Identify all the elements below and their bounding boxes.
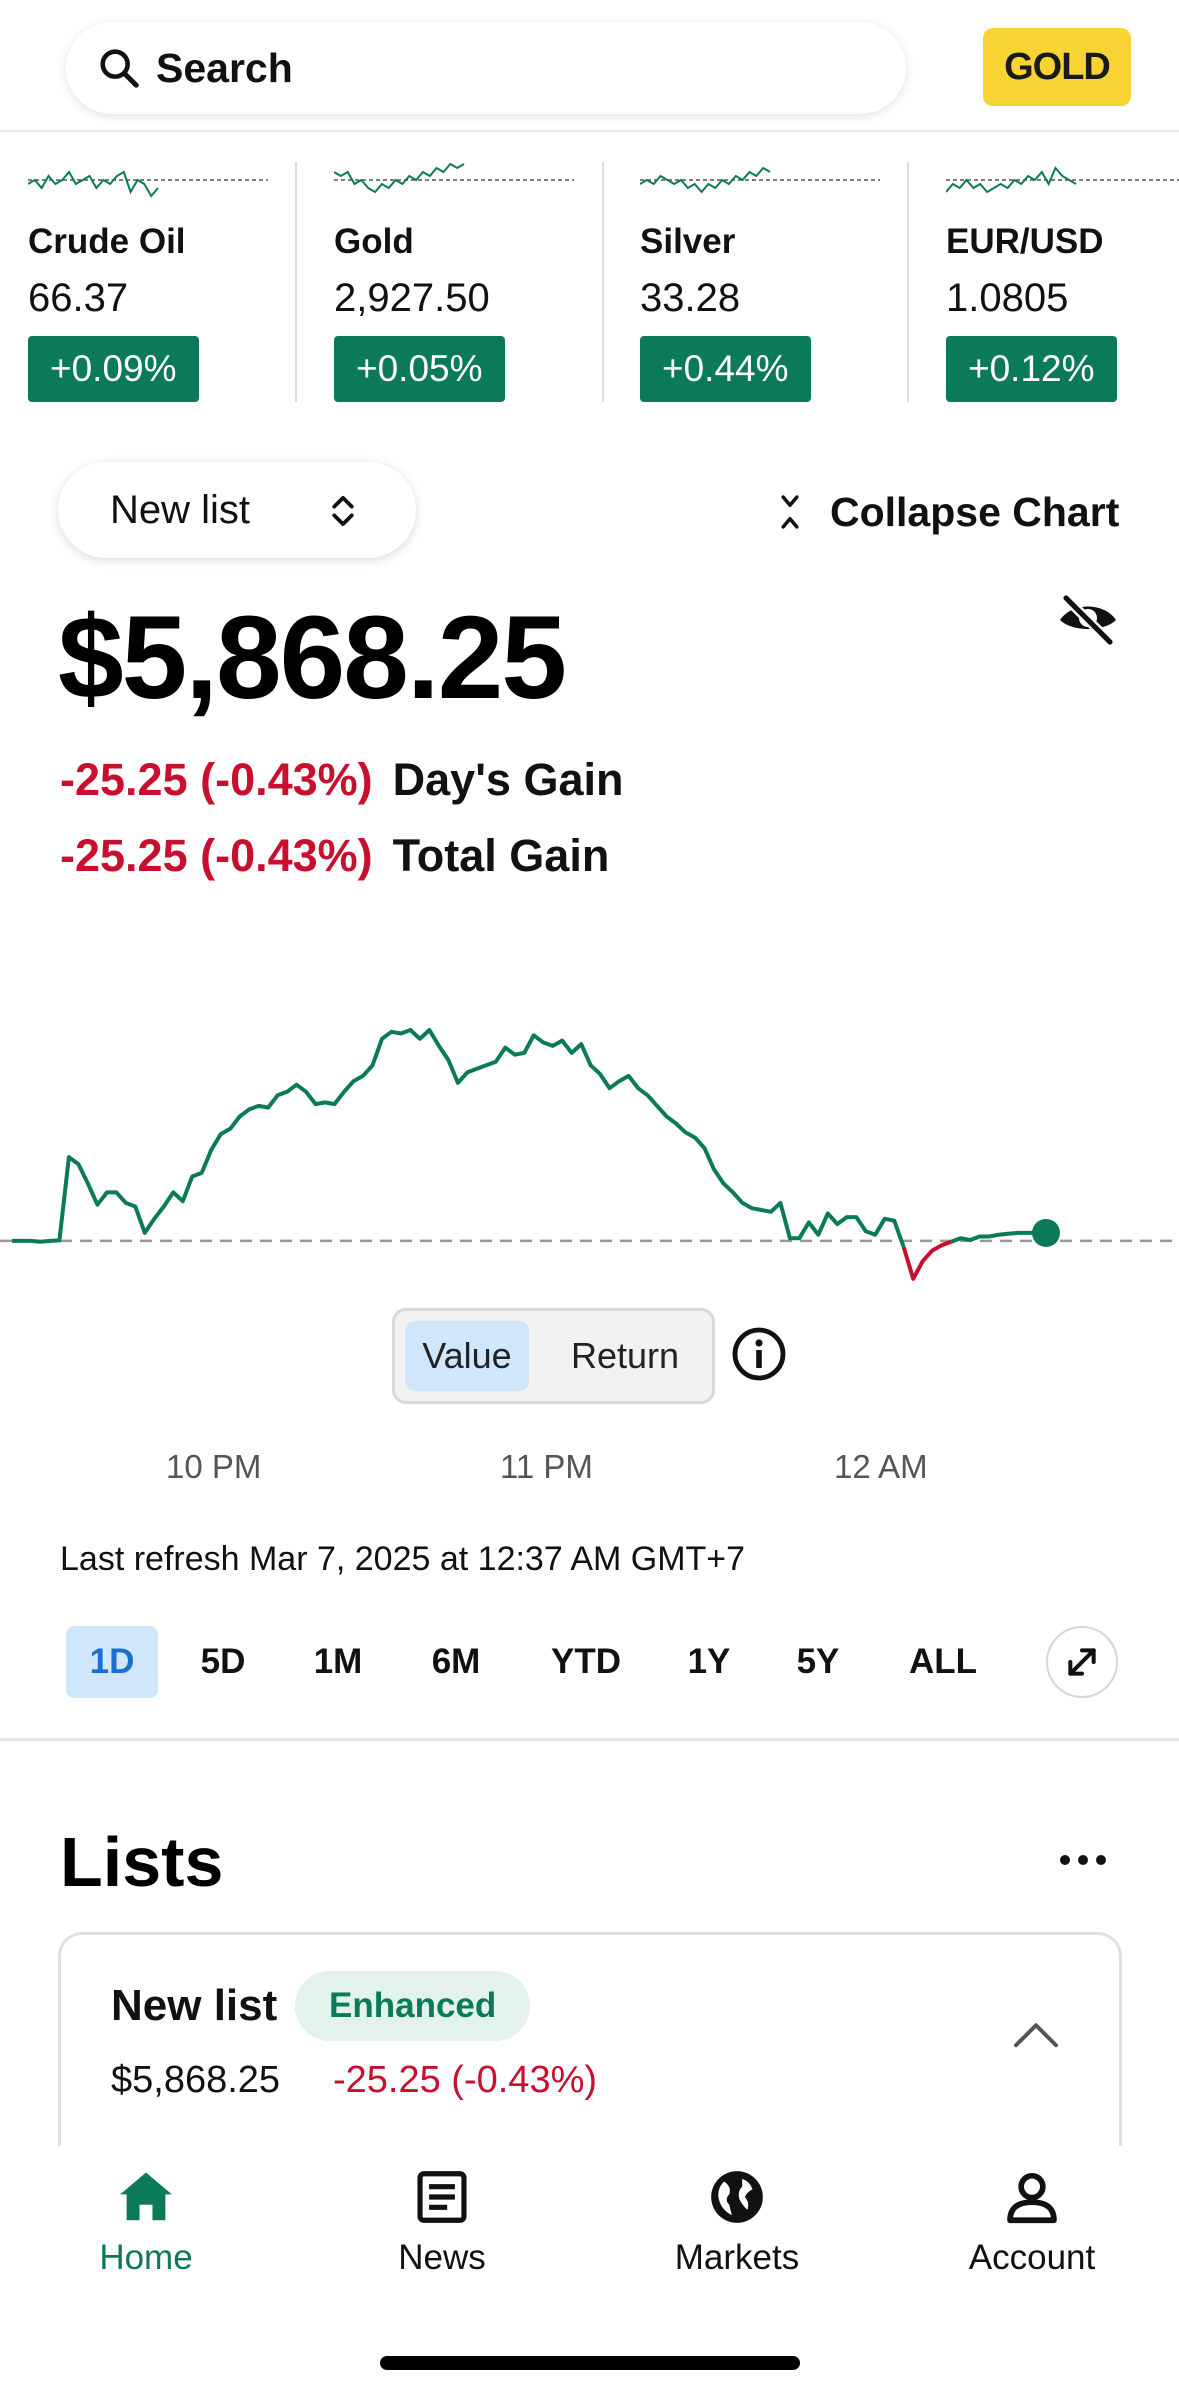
sparkline (946, 166, 1179, 194)
section-divider (0, 1738, 1179, 1741)
chart-series-segment (901, 1239, 952, 1281)
day-gain-value: -25.25 (-0.43%) (60, 754, 373, 805)
collapse-icon (781, 495, 799, 529)
nav-label: Account (968, 2238, 1096, 2277)
chart-series-segment (12, 1028, 906, 1248)
collapse-chart-button[interactable]: Collapse Chart (776, 482, 1119, 542)
total-gain-label: Total Gain (392, 830, 610, 881)
ticker-price: 33.28 (640, 276, 741, 320)
list-card-change: -25.25 (-0.43%) (333, 2059, 598, 2101)
info-icon[interactable] (731, 1326, 787, 1382)
bottom-navigation: Home News Markets Account (0, 2146, 1179, 2396)
news-icon (417, 2171, 467, 2223)
ticker-name: Silver (640, 222, 736, 261)
divider (295, 162, 297, 402)
last-refresh-text: Last refresh Mar 7, 2025 at 12:37 AM GMT… (60, 1540, 746, 1578)
list-selector-label: New list (110, 487, 251, 532)
account-icon (1007, 2172, 1057, 2224)
ticker-gold[interactable]: Gold 2,927.50 +0.05% (306, 150, 596, 410)
more-options-icon[interactable] (1058, 1850, 1108, 1870)
divider (602, 162, 604, 402)
enhanced-badge: Enhanced (295, 1971, 531, 2041)
sparkline (28, 170, 268, 198)
lists-section-title: Lists (60, 1823, 224, 1901)
expand-icon (1068, 1648, 1096, 1676)
nav-label: Markets (674, 2238, 800, 2277)
nav-account[interactable]: Account (922, 2166, 1142, 2286)
ticker-price: 66.37 (28, 276, 129, 320)
nav-news[interactable]: News (332, 2166, 552, 2286)
sparkline (640, 166, 880, 194)
range-1y[interactable]: 1Y (687, 1642, 731, 1681)
ticker-silver[interactable]: Silver 33.28 +0.44% (612, 150, 902, 410)
ticker-price: 2,927.50 (334, 276, 490, 320)
market-tickers: Crude Oil 66.37 +0.09% Gold 2,927.50 +0.… (0, 150, 1179, 410)
sparkline-series (640, 166, 771, 194)
search-label: Search (156, 44, 293, 91)
ticker-change-badge: +0.12% (946, 336, 1117, 402)
nav-label: News (398, 2238, 486, 2277)
range-5d[interactable]: 5D (200, 1642, 246, 1681)
range-1m[interactable]: 1M (313, 1642, 363, 1681)
expand-chart-button[interactable] (1046, 1626, 1118, 1698)
list-selector-button[interactable]: New list (58, 462, 416, 558)
up-down-chevron-icon (332, 495, 354, 527)
chevron-up-icon[interactable] (1011, 2017, 1061, 2051)
chart-series-segment (950, 1230, 1046, 1244)
total-gain-row: -25.25 (-0.43%) Total Gain (60, 826, 609, 886)
range-6m[interactable]: 6M (431, 1642, 481, 1681)
day-gain-row: -25.25 (-0.43%) Day's Gain (60, 750, 623, 810)
sparkline-series (334, 162, 465, 194)
x-axis-tick: 12 AM (834, 1448, 928, 1485)
x-axis-tick: 10 PM (166, 1448, 262, 1485)
day-gain-label: Day's Gain (392, 754, 624, 805)
gold-promo-button[interactable]: GOLD (983, 28, 1131, 106)
sparkline-series (946, 166, 1077, 194)
total-gain-value: -25.25 (-0.43%) (60, 830, 373, 881)
nav-label: Home (99, 2238, 193, 2277)
portfolio-total-value: $5,868.25 (58, 592, 567, 724)
value-return-toggle: Value Return (392, 1308, 715, 1404)
globe-icon (711, 2171, 763, 2223)
ticker-name: Gold (334, 222, 414, 261)
range-ytd[interactable]: YTD (551, 1642, 621, 1681)
nav-home[interactable]: Home (36, 2166, 256, 2286)
top-bar: Search GOLD (0, 0, 1179, 132)
return-toggle-option[interactable]: Return (570, 1335, 680, 1376)
divider (907, 162, 909, 402)
list-card-name: New list (111, 1981, 278, 2030)
search-icon (100, 49, 139, 88)
ticker-name: Crude Oil (28, 222, 186, 261)
ticker-crude-oil[interactable]: Crude Oil 66.37 +0.09% (0, 150, 290, 410)
collapse-chart-label: Collapse Chart (830, 488, 1120, 535)
ticker-eur-usd[interactable]: EUR/USD 1.0805 +0.12% (918, 150, 1179, 410)
ticker-change-badge: +0.09% (28, 336, 199, 402)
list-card[interactable]: New list Enhanced $5,868.25 -25.25 (-0.4… (58, 1932, 1122, 2152)
ticker-change-badge: +0.05% (334, 336, 505, 402)
range-1d[interactable]: 1D (66, 1626, 158, 1698)
value-toggle-option[interactable]: Value (405, 1321, 529, 1391)
list-card-value: $5,868.25 (111, 2059, 281, 2101)
sparkline-series (28, 170, 159, 198)
eye-off-icon[interactable] (1056, 592, 1120, 648)
range-5y[interactable]: 5Y (796, 1642, 840, 1681)
ticker-price: 1.0805 (946, 276, 1069, 320)
sparkline (334, 162, 574, 194)
range-all[interactable]: ALL (908, 1642, 978, 1681)
nav-markets[interactable]: Markets (627, 2166, 847, 2286)
current-value-dot (1032, 1218, 1060, 1247)
ticker-name: EUR/USD (946, 222, 1104, 261)
home-icon (120, 2172, 172, 2221)
home-indicator (380, 2356, 800, 2370)
search-bar[interactable]: Search (66, 22, 906, 114)
time-range-selector: 1D 5D 1M 6M YTD 1Y 5Y ALL (0, 1622, 1179, 1702)
x-axis-tick: 11 PM (500, 1448, 593, 1485)
ticker-change-badge: +0.44% (640, 336, 811, 402)
portfolio-line-chart[interactable] (0, 1000, 1179, 1300)
